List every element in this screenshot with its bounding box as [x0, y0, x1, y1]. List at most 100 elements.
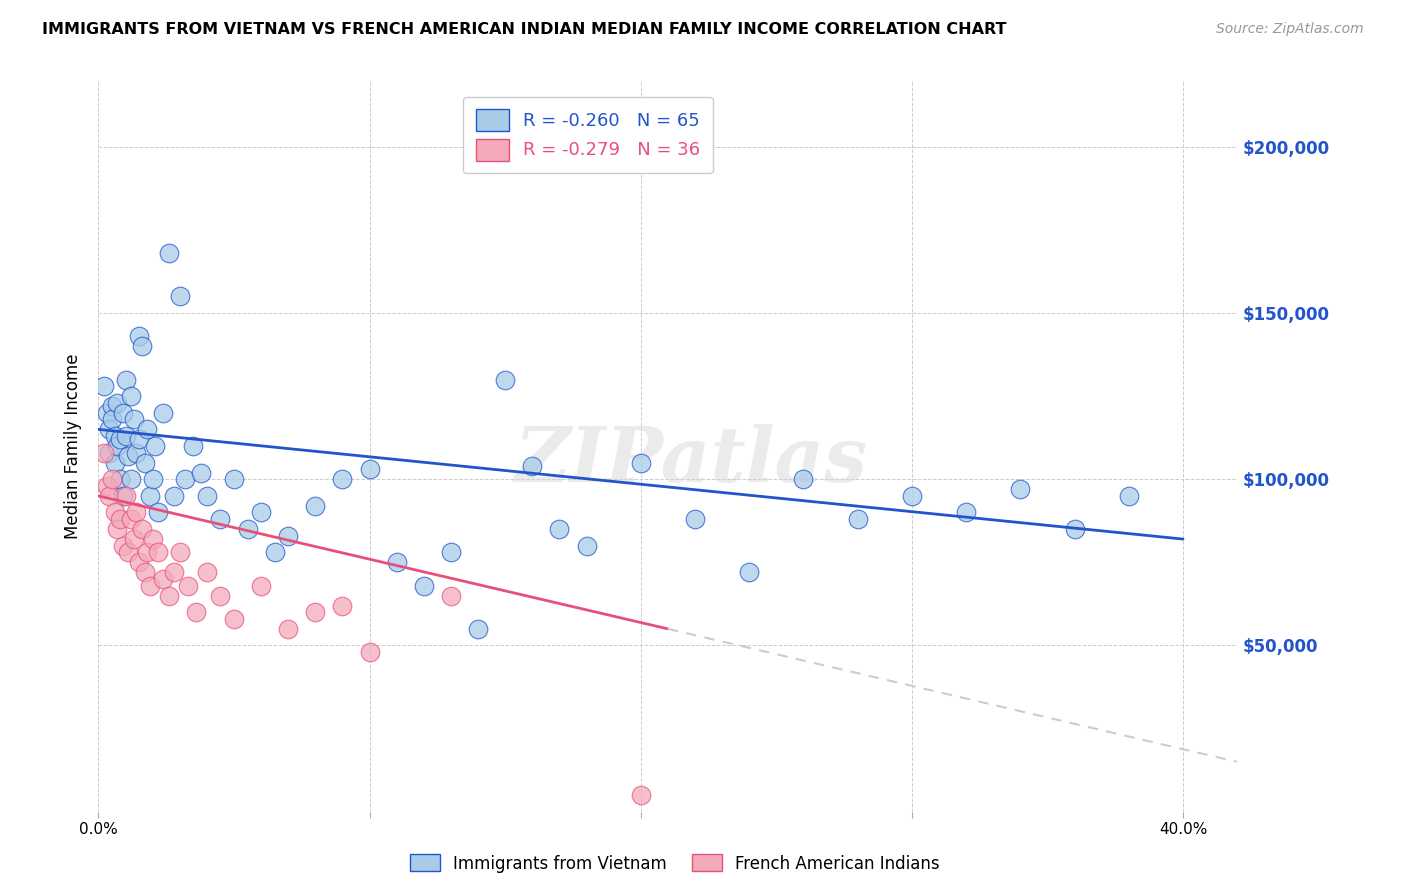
Point	[128, 555, 150, 569]
Legend: Immigrants from Vietnam, French American Indians: Immigrants from Vietnam, French American…	[404, 847, 946, 880]
Point	[174, 472, 197, 486]
Text: IMMIGRANTS FROM VIETNAM VS FRENCH AMERICAN INDIAN MEDIAN FAMILY INCOME CORRELATI: IMMIGRANTS FROM VIETNAM VS FRENCH AMERIC…	[42, 22, 1007, 37]
Point	[122, 532, 145, 546]
Point	[792, 472, 814, 486]
Point	[111, 539, 134, 553]
Text: ZIPatlas: ZIPatlas	[515, 424, 868, 498]
Point	[630, 788, 652, 802]
Point	[128, 329, 150, 343]
Point	[108, 433, 131, 447]
Point	[157, 246, 180, 260]
Point	[146, 506, 169, 520]
Point	[96, 479, 118, 493]
Point	[901, 489, 924, 503]
Point	[125, 506, 148, 520]
Point	[139, 579, 162, 593]
Point	[277, 529, 299, 543]
Legend: R = -0.260   N = 65, R = -0.279   N = 36: R = -0.260 N = 65, R = -0.279 N = 36	[464, 96, 713, 173]
Point	[190, 466, 212, 480]
Point	[304, 499, 326, 513]
Point	[738, 566, 761, 580]
Point	[846, 512, 869, 526]
Point	[104, 506, 127, 520]
Point	[359, 462, 381, 476]
Point	[114, 429, 136, 443]
Point	[222, 612, 245, 626]
Point	[122, 412, 145, 426]
Point	[494, 372, 516, 386]
Point	[111, 489, 134, 503]
Point	[630, 456, 652, 470]
Point	[157, 589, 180, 603]
Point	[134, 566, 156, 580]
Y-axis label: Median Family Income: Median Family Income	[65, 353, 83, 539]
Point	[111, 406, 134, 420]
Point	[120, 389, 142, 403]
Point	[183, 439, 205, 453]
Text: Source: ZipAtlas.com: Source: ZipAtlas.com	[1216, 22, 1364, 37]
Point	[548, 522, 571, 536]
Point	[101, 472, 124, 486]
Point	[304, 605, 326, 619]
Point	[142, 532, 165, 546]
Point	[131, 339, 153, 353]
Point	[169, 545, 191, 559]
Point	[104, 429, 127, 443]
Point	[250, 506, 273, 520]
Point	[142, 472, 165, 486]
Point	[104, 456, 127, 470]
Point	[117, 449, 139, 463]
Point	[131, 522, 153, 536]
Point	[114, 489, 136, 503]
Point	[209, 589, 232, 603]
Point	[101, 412, 124, 426]
Point	[107, 439, 129, 453]
Point	[98, 422, 121, 436]
Point	[169, 289, 191, 303]
Point	[263, 545, 285, 559]
Point	[412, 579, 434, 593]
Point	[195, 566, 218, 580]
Point	[108, 472, 131, 486]
Point	[107, 522, 129, 536]
Point	[163, 566, 186, 580]
Point	[277, 622, 299, 636]
Point	[955, 506, 977, 520]
Point	[332, 599, 354, 613]
Point	[108, 512, 131, 526]
Point	[1010, 482, 1032, 496]
Point	[120, 472, 142, 486]
Point	[146, 545, 169, 559]
Point	[163, 489, 186, 503]
Point	[385, 555, 408, 569]
Point	[98, 489, 121, 503]
Point	[250, 579, 273, 593]
Point	[1063, 522, 1085, 536]
Point	[440, 589, 463, 603]
Point	[136, 422, 159, 436]
Point	[139, 489, 162, 503]
Point	[222, 472, 245, 486]
Point	[683, 512, 706, 526]
Point	[101, 399, 124, 413]
Point	[114, 372, 136, 386]
Point	[125, 445, 148, 459]
Point	[1118, 489, 1140, 503]
Point	[120, 512, 142, 526]
Point	[107, 396, 129, 410]
Point	[359, 645, 381, 659]
Point	[195, 489, 218, 503]
Point	[332, 472, 354, 486]
Point	[134, 456, 156, 470]
Point	[136, 545, 159, 559]
Point	[128, 433, 150, 447]
Point	[152, 572, 174, 586]
Point	[236, 522, 259, 536]
Point	[145, 439, 167, 453]
Point	[522, 458, 544, 473]
Point	[184, 605, 207, 619]
Point	[177, 579, 200, 593]
Point	[93, 379, 115, 393]
Point	[209, 512, 232, 526]
Point	[152, 406, 174, 420]
